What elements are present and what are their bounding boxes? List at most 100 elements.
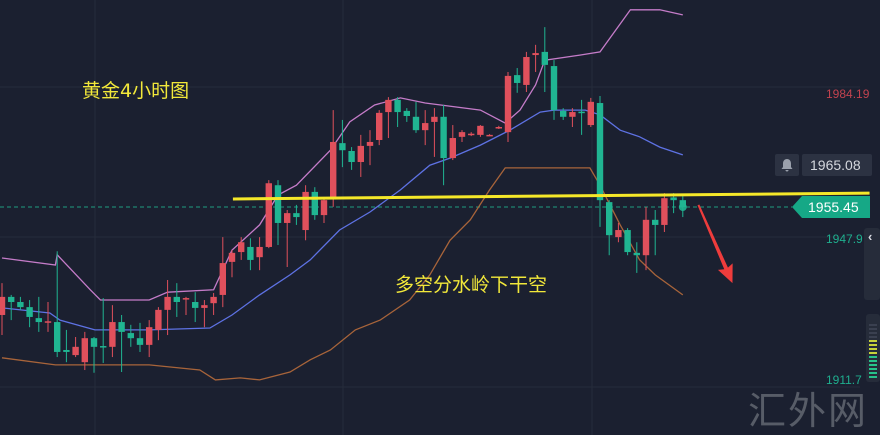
candle-body: [458, 132, 466, 137]
candle-body: [633, 252, 640, 256]
candle-body: [587, 101, 594, 126]
chart-title: 黄金4小时图: [82, 80, 190, 102]
candle-body: [578, 111, 585, 114]
candle-body: [514, 75, 521, 83]
candle-body: [155, 309, 162, 330]
candle-body: [560, 110, 567, 117]
candle-body: [569, 112, 576, 117]
candle-body: [431, 116, 438, 122]
price-label-high: 1984.19: [826, 87, 870, 101]
last-price-value: 1955.45: [808, 199, 859, 215]
volume-meter-bar: [869, 356, 877, 358]
volume-meter-bar: [869, 364, 877, 366]
candle-body: [164, 296, 171, 310]
arrow-down-icon: [697, 204, 733, 284]
candle-body: [265, 183, 272, 247]
candle-body: [339, 143, 346, 151]
candle-body: [495, 127, 502, 129]
candle-body: [468, 133, 475, 136]
price-scale-panel-toggle[interactable]: [864, 228, 880, 300]
candle-body: [146, 327, 153, 345]
upper-band-line: [1, 9, 683, 301]
candle-body: [320, 200, 328, 216]
candle-body: [72, 346, 79, 356]
candle-body: [422, 123, 429, 131]
current-price-dot: [678, 203, 687, 212]
volume-meter-bar: [869, 332, 877, 334]
candle-body: [550, 66, 558, 111]
candle-body: [652, 219, 659, 225]
candle-body: [182, 298, 190, 300]
candle-body: [596, 103, 604, 201]
candle-body: [256, 246, 263, 258]
candle-body: [504, 75, 512, 133]
candle-body: [311, 191, 318, 216]
candle-body: [81, 338, 88, 363]
candle-body: [293, 213, 300, 218]
candle-body: [90, 338, 98, 347]
candle-body: [302, 191, 309, 231]
volume-meter-bar: [869, 344, 877, 346]
candle-body: [274, 185, 282, 223]
candle-body: [44, 321, 52, 323]
candle-body: [541, 51, 548, 65]
volume-meter-bar: [869, 360, 877, 362]
candle-body: [54, 322, 61, 352]
candle-body: [385, 99, 392, 113]
candle-body: [210, 296, 217, 304]
volume-meter-bar: [869, 368, 877, 370]
candle-body: [449, 138, 456, 159]
candle-body: [403, 110, 410, 117]
candle-body: [127, 333, 134, 339]
volume-meter: [866, 314, 880, 382]
alert-button[interactable]: [775, 154, 799, 176]
candle-body: [523, 57, 530, 85]
candle-body: [357, 145, 364, 163]
volume-meter-bar: [869, 340, 877, 342]
watermark: 汇外网: [748, 389, 869, 433]
chevron-left-icon[interactable]: ‹: [868, 229, 873, 244]
candle-body: [642, 219, 650, 256]
candle-body: [615, 230, 622, 238]
support-line: [232, 191, 870, 201]
candle-body: [606, 202, 613, 236]
last-price-tag: 1955.45: [792, 196, 870, 218]
volume-meter-bar: [869, 376, 877, 378]
candle-body: [201, 305, 208, 308]
candle-body: [661, 198, 668, 225]
candle-body: [284, 213, 291, 223]
volume-meter-bar: [869, 324, 877, 326]
candle-body: [0, 296, 6, 315]
volume-meter-bar: [869, 372, 877, 374]
candle-body: [412, 116, 420, 131]
price-label-mid: 1947.9: [826, 232, 863, 246]
volume-meter-bar: [869, 336, 877, 338]
candle-body: [100, 346, 107, 348]
volume-meter-bar: [869, 352, 877, 354]
candle-body: [136, 338, 144, 345]
candle-body: [35, 318, 42, 323]
price-label-low: 1911.7: [826, 373, 862, 387]
candle-body: [17, 302, 24, 308]
candle-body: [394, 99, 401, 113]
candle-body: [670, 197, 677, 201]
trend-arrow: [697, 204, 733, 284]
candle-body: [486, 134, 493, 137]
volume-meter-bar: [869, 328, 877, 330]
lower-band-line: [1, 167, 684, 381]
candle-body: [192, 302, 199, 308]
candle-body: [118, 322, 125, 332]
candle-body: [440, 116, 447, 159]
candle-body: [477, 125, 484, 135]
candle-body: [26, 307, 33, 317]
candle-body: [219, 263, 226, 295]
candle-body: [366, 141, 374, 146]
volume-meter-bar: [869, 348, 877, 350]
candle-body: [532, 53, 539, 56]
candle-body: [238, 242, 245, 253]
alert-price-label[interactable]: 1965.08: [802, 154, 872, 176]
candle-body: [228, 252, 236, 262]
candle-body: [330, 141, 337, 198]
